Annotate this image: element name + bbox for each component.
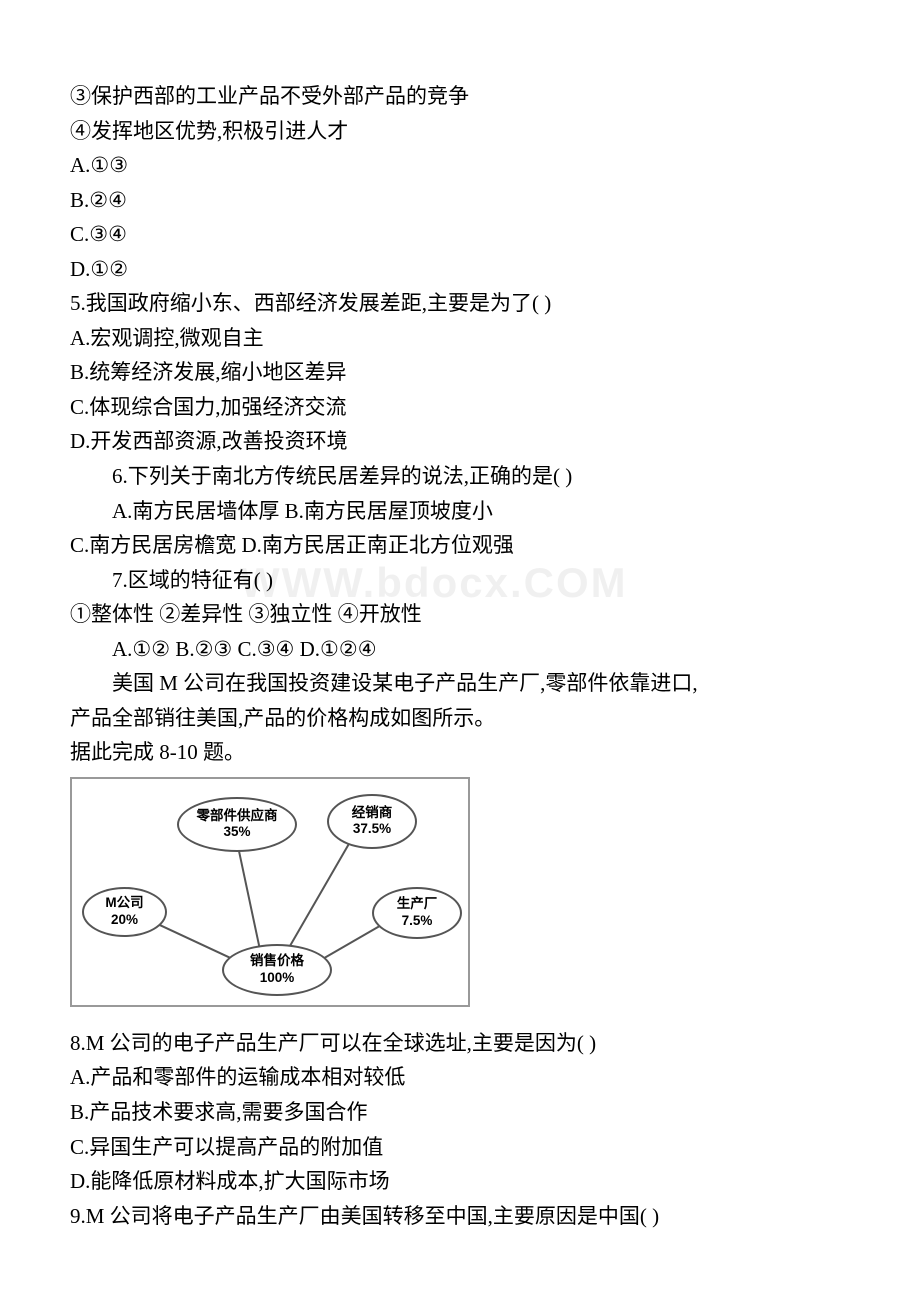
diagram-edge [318,925,380,962]
q5-choice-d: D.开发西部资源,改善投资环境 [70,425,850,458]
node-value: 7.5% [402,913,433,930]
node-label: 零部件供应商 [197,808,278,825]
passage-line-1: 美国 M 公司在我国投资建设某电子产品生产厂,零部件依靠进口, [70,667,850,700]
node-value: 20% [111,912,138,929]
q7-choices: A.①② B.②③ C.③④ D.①②④ [70,633,850,666]
node-value: 100% [260,970,295,987]
q5-choice-a: A.宏观调控,微观自主 [70,322,850,355]
diagram-edge [238,851,260,947]
diagram-node-dealer: 经销商37.5% [327,794,417,849]
q7-options: ①整体性 ②差异性 ③独立性 ④开放性 [70,598,850,631]
q8-choice-c: C.异国生产可以提高产品的附加值 [70,1131,850,1164]
q7-stem: 7.区域的特征有( ) [70,564,850,597]
q4-choice-b: B.②④ [70,184,850,217]
q4-option-4: ④发挥地区优势,积极引进人才 [70,115,850,148]
passage-line-2: 产品全部销往美国,产品的价格构成如图所示。 [70,702,850,735]
q4-option-3: ③保护西部的工业产品不受外部产品的竞争 [70,80,850,113]
q5-stem: 5.我国政府缩小东、西部经济发展差距,主要是为了( ) [70,287,850,320]
q6-choices-ab: A.南方民居墙体厚 B.南方民居屋顶坡度小 [70,495,850,528]
diagram-node-m: M公司20% [82,887,167,937]
q8-choice-d: D.能降低原材料成本,扩大国际市场 [70,1165,850,1198]
diagram-node-parts: 零部件供应商35% [177,797,297,852]
node-value: 35% [223,824,250,841]
diagram-edge [287,843,350,950]
q6-choices-cd: C.南方民居房檐宽 D.南方民居正南正北方位观强 [70,529,850,562]
q4-choice-d: D.①② [70,253,850,286]
q6-stem: 6.下列关于南北方传统民居差异的说法,正确的是( ) [70,460,850,493]
diagram-edge [159,924,234,960]
q9-stem: 9.M 公司将电子产品生产厂由美国转移至中国,主要原因是中国( ) [70,1200,850,1233]
diagram-node-factory: 生产厂7.5% [372,887,462,939]
q8-choice-a: A.产品和零部件的运输成本相对较低 [70,1061,850,1094]
diagram-node-price: 销售价格100% [222,944,332,996]
passage-line-3: 据此完成 8-10 题。 [70,736,850,769]
node-label: M公司 [105,895,143,912]
price-composition-diagram: M公司20%零部件供应商35%经销商37.5%生产厂7.5%销售价格100% [70,777,470,1007]
node-label: 生产厂 [397,896,438,913]
q5-choice-b: B.统筹经济发展,缩小地区差异 [70,356,850,389]
q8-choice-b: B.产品技术要求高,需要多国合作 [70,1096,850,1129]
node-label: 经销商 [352,805,393,822]
node-label: 销售价格 [250,953,304,970]
q5-choice-c: C.体现综合国力,加强经济交流 [70,391,850,424]
q4-choice-a: A.①③ [70,149,850,182]
document-content: WWW.bdocx.COM ③保护西部的工业产品不受外部产品的竞争 ④发挥地区优… [70,80,850,1232]
node-value: 37.5% [353,821,391,838]
q8-stem: 8.M 公司的电子产品生产厂可以在全球选址,主要是因为( ) [70,1027,850,1060]
q4-choice-c: C.③④ [70,218,850,251]
